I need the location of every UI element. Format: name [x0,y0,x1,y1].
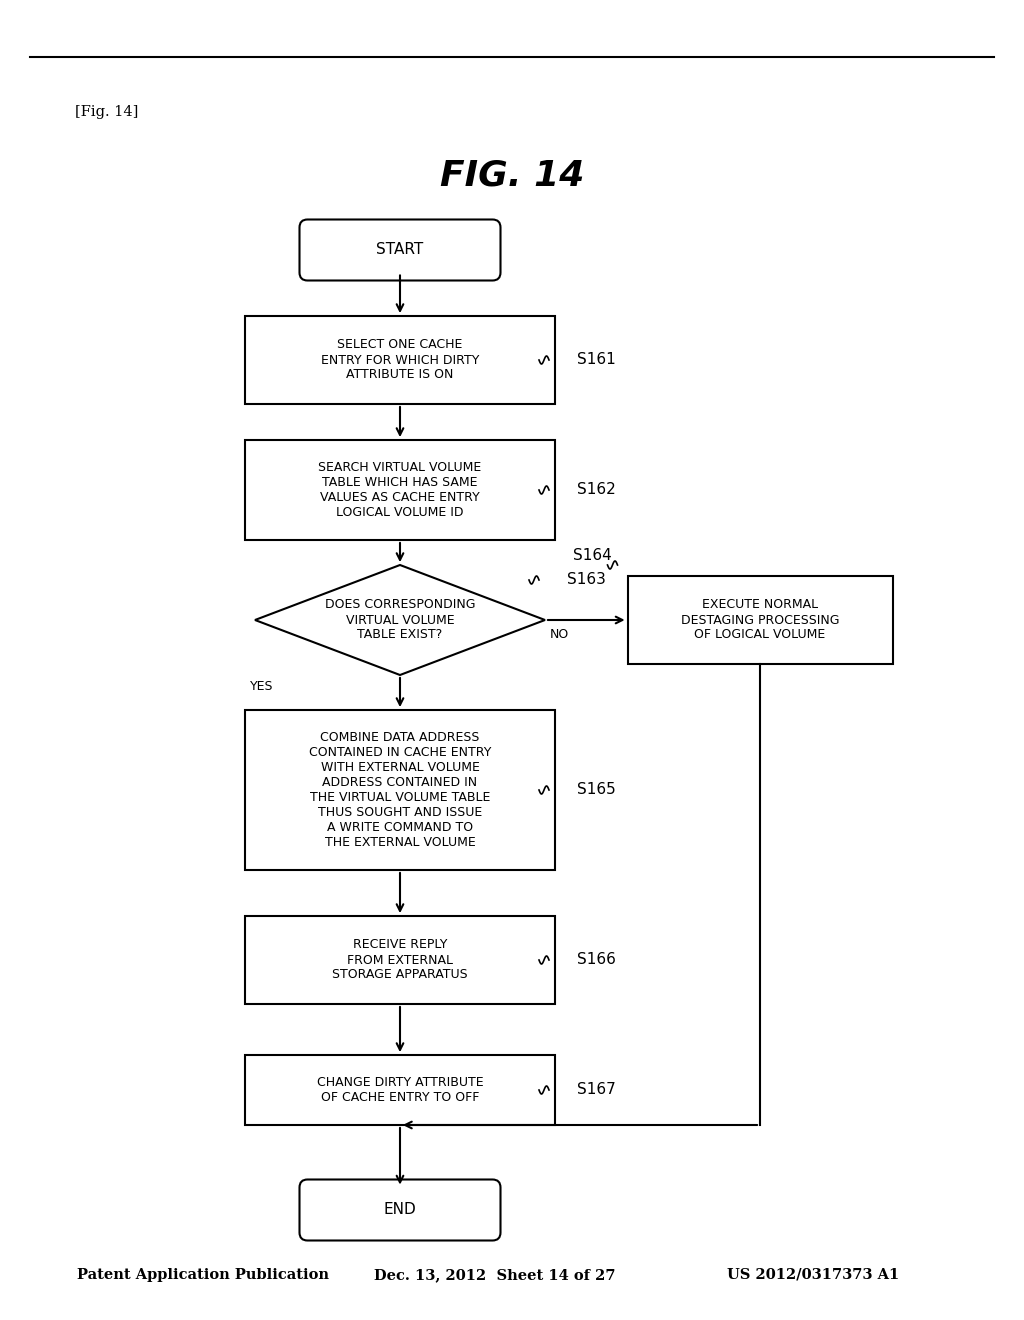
Text: RECEIVE REPLY
FROM EXTERNAL
STORAGE APPARATUS: RECEIVE REPLY FROM EXTERNAL STORAGE APPA… [332,939,468,982]
Text: SELECT ONE CACHE
ENTRY FOR WHICH DIRTY
ATTRIBUTE IS ON: SELECT ONE CACHE ENTRY FOR WHICH DIRTY A… [321,338,479,381]
Text: S164: S164 [572,548,611,562]
Text: START: START [377,243,424,257]
Text: FIG. 14: FIG. 14 [440,158,584,191]
Text: YES: YES [250,680,273,693]
Bar [245,710,555,870]
Text: END: END [384,1203,417,1217]
Polygon shape [255,565,545,675]
Bar [245,916,555,1005]
Bar [628,576,893,664]
Text: [Fig. 14]: [Fig. 14] [75,106,138,119]
Text: S163: S163 [567,573,606,587]
FancyBboxPatch shape [299,219,501,281]
Bar [245,440,555,540]
Text: DOES CORRESPONDING
VIRTUAL VOLUME
TABLE EXIST?: DOES CORRESPONDING VIRTUAL VOLUME TABLE … [325,598,475,642]
Bar [245,315,555,404]
Text: Patent Application Publication: Patent Application Publication [77,1267,329,1282]
Text: S167: S167 [577,1082,615,1097]
Text: S161: S161 [577,352,615,367]
FancyBboxPatch shape [299,1180,501,1241]
Bar [245,1055,555,1125]
Text: NO: NO [550,628,569,642]
Text: S166: S166 [577,953,615,968]
Text: EXECUTE NORMAL
DESTAGING PROCESSING
OF LOGICAL VOLUME: EXECUTE NORMAL DESTAGING PROCESSING OF L… [681,598,840,642]
Text: S162: S162 [577,483,615,498]
Text: CHANGE DIRTY ATTRIBUTE
OF CACHE ENTRY TO OFF: CHANGE DIRTY ATTRIBUTE OF CACHE ENTRY TO… [316,1076,483,1104]
Text: SEARCH VIRTUAL VOLUME
TABLE WHICH HAS SAME
VALUES AS CACHE ENTRY
LOGICAL VOLUME : SEARCH VIRTUAL VOLUME TABLE WHICH HAS SA… [318,461,481,519]
Text: US 2012/0317373 A1: US 2012/0317373 A1 [727,1267,899,1282]
Text: S165: S165 [577,783,615,797]
Text: Dec. 13, 2012  Sheet 14 of 27: Dec. 13, 2012 Sheet 14 of 27 [374,1267,615,1282]
Text: COMBINE DATA ADDRESS
CONTAINED IN CACHE ENTRY
WITH EXTERNAL VOLUME
ADDRESS CONTA: COMBINE DATA ADDRESS CONTAINED IN CACHE … [309,731,492,849]
